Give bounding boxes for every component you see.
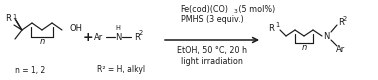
Text: R: R (338, 18, 344, 26)
Text: OH: OH (70, 24, 83, 32)
Text: Fe(cod)(CO): Fe(cod)(CO) (180, 4, 228, 14)
Text: light irradiation: light irradiation (181, 58, 243, 66)
Text: N: N (115, 32, 121, 42)
Text: 2: 2 (343, 16, 347, 22)
Text: Ar: Ar (94, 32, 104, 42)
Text: n = 1, 2: n = 1, 2 (15, 66, 45, 74)
Text: N: N (323, 32, 329, 40)
Text: 1: 1 (275, 22, 279, 28)
Text: n: n (301, 42, 307, 52)
Text: 3: 3 (234, 9, 238, 14)
Text: +: + (83, 30, 93, 44)
Text: Ar: Ar (336, 44, 345, 54)
Text: R: R (134, 32, 140, 42)
Text: 2: 2 (139, 30, 143, 36)
Text: n: n (39, 36, 45, 46)
Text: EtOH, 50 °C, 20 h: EtOH, 50 °C, 20 h (177, 46, 247, 56)
Text: R² = H, alkyl: R² = H, alkyl (97, 66, 145, 74)
Text: (5 mol%): (5 mol%) (236, 4, 275, 14)
Text: 1: 1 (12, 14, 16, 20)
Text: R: R (5, 14, 11, 23)
Text: PMHS (3 equiv.): PMHS (3 equiv.) (181, 14, 243, 24)
Text: R: R (268, 24, 274, 32)
Text: H: H (116, 25, 121, 31)
